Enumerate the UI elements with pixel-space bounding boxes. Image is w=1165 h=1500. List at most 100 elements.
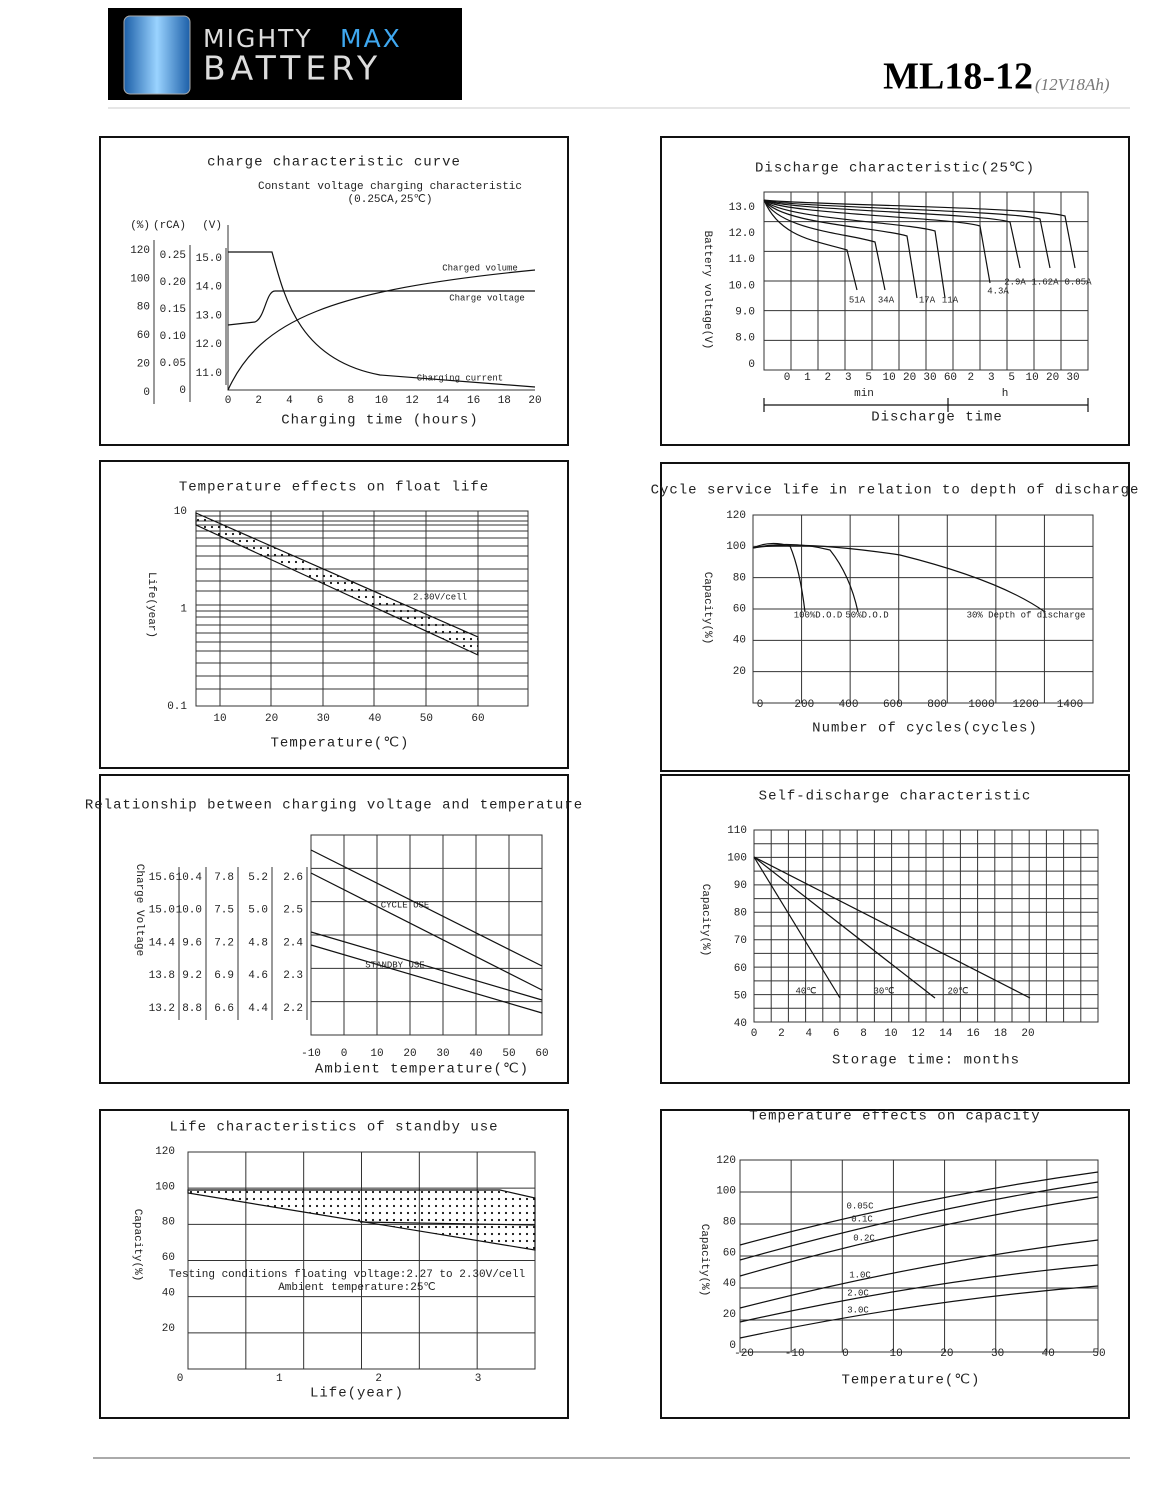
y-tick-label: 9.6 <box>182 937 202 949</box>
y-axis-label: Charge Voltage <box>133 864 145 956</box>
model: ML18-12 <box>883 56 1033 98</box>
x-tick-label: 1000 <box>968 699 994 711</box>
curve-label: 1.0C <box>849 1270 871 1280</box>
x-tick-label: 18 <box>498 395 511 407</box>
curve <box>739 1264 1099 1323</box>
y-tick-label: 20 <box>162 1323 175 1335</box>
note: Ambient temperature:25℃ <box>278 1282 436 1294</box>
x-tick-label: 14 <box>436 395 450 407</box>
curve <box>310 849 543 967</box>
y-tick-label: 13.8 <box>149 970 175 982</box>
band <box>195 512 479 656</box>
x-tick-label: 50 <box>1092 1348 1105 1360</box>
x-tick-label: 60 <box>535 1048 548 1060</box>
curve <box>310 931 543 1001</box>
curve-label: CYCLE USE <box>381 900 430 910</box>
curve-label: 0.85A <box>1064 277 1092 287</box>
curve-label: 2.30V/cell <box>413 592 467 602</box>
y-tick-label: 100 <box>726 541 746 553</box>
y-tick-label: 40 <box>162 1288 175 1300</box>
x-tick-label: 5 <box>1008 372 1015 384</box>
x-tick-label: 50 <box>420 713 433 725</box>
x-tick-label: 3 <box>845 372 852 384</box>
curve <box>739 1239 1099 1309</box>
y-tick-label: 7.2 <box>214 937 234 949</box>
logo-text: MAX <box>340 24 402 53</box>
curve <box>228 251 536 388</box>
curve-label: 1.62A <box>1031 277 1059 287</box>
curve <box>753 856 841 999</box>
y-tick-label: 120 <box>155 1146 175 1158</box>
y-tick-label: 15.0 <box>196 253 222 265</box>
panel-title: Temperature effects on float life <box>179 480 489 496</box>
y-tick-label: 6.9 <box>214 970 234 982</box>
y-axis-label: Battery voltage(V) <box>701 231 713 350</box>
x-tick-label: 1 <box>276 1373 283 1385</box>
x-tick-label: 30 <box>317 713 330 725</box>
curve-label: 51A <box>849 295 866 305</box>
y-tick-label: 10.0 <box>176 905 202 917</box>
y-tick-label: 6.6 <box>214 1003 234 1015</box>
x-tick-label: 800 <box>927 699 947 711</box>
curve-label: 0.05C <box>846 1201 874 1211</box>
y-tick-label: 8.0 <box>735 333 755 345</box>
note: Testing conditions floating voltage:2.27… <box>169 1269 525 1281</box>
y-tick-label: 2.2 <box>283 1003 303 1015</box>
curve-label: 2.9A <box>1004 277 1026 287</box>
curve <box>310 872 543 991</box>
panel <box>99 460 569 769</box>
x-tick-label: 10 <box>890 1348 903 1360</box>
y-tick-label: 9.2 <box>182 970 202 982</box>
curve <box>310 944 543 1014</box>
y-tick-label: 100 <box>727 852 747 864</box>
panel-title: Self-discharge characteristic <box>759 789 1032 805</box>
y-tick-label: 2.6 <box>283 872 303 884</box>
x-tick-label: 20 <box>940 1348 953 1360</box>
curve <box>227 269 536 391</box>
x-tick-label: 10 <box>370 1048 383 1060</box>
y-tick-label: 80 <box>137 302 150 314</box>
x-tick-label: 400 <box>839 699 859 711</box>
x-tick-label: 2 <box>825 372 832 384</box>
x-tick-label: 10 <box>1026 372 1039 384</box>
y-tick-label: 80 <box>162 1217 175 1229</box>
y-tick-label: 60 <box>723 1247 736 1259</box>
curve-label: 0.2C <box>853 1233 875 1243</box>
curve-label: 30℃ <box>874 986 895 996</box>
x-tick-label: 0 <box>341 1048 348 1060</box>
y-tick-label: 20 <box>137 359 150 371</box>
y-tick-label: 15.0 <box>149 905 175 917</box>
x-tick-label: 10 <box>883 372 896 384</box>
curve-label: 34A <box>878 295 895 305</box>
y-axis-unit: (V) <box>202 220 222 232</box>
curve <box>753 856 1031 999</box>
curve-label: 100%D.O.D <box>794 610 843 620</box>
curve-label: 30% Depth of discharge <box>967 610 1086 620</box>
x-tick-label: -20 <box>734 1348 754 1360</box>
y-tick-label: 0.05 <box>160 358 186 370</box>
y-tick-label: 8.8 <box>182 1003 202 1015</box>
x-tick-label: 6 <box>317 395 324 407</box>
curve <box>753 856 936 999</box>
panel <box>660 136 1130 446</box>
y-tick-label: 40 <box>733 635 746 647</box>
x-axis-label: Number of cycles(cycles) <box>812 721 1038 737</box>
curve <box>763 199 918 299</box>
x-tick-label: 8 <box>860 1028 867 1040</box>
curve <box>752 543 859 613</box>
note: h <box>1002 388 1009 400</box>
y-tick-label: 0.15 <box>160 304 186 316</box>
y-tick-label: 100 <box>130 273 150 285</box>
curve-label: 50%D.O.D <box>845 610 888 620</box>
x-tick-label: 2 <box>375 1373 382 1385</box>
curve <box>763 199 946 299</box>
x-tick-label: -10 <box>785 1348 805 1360</box>
y-tick-label: 80 <box>723 1217 736 1229</box>
x-axis-label: Temperature(℃) <box>271 736 410 752</box>
curve <box>739 1171 1099 1246</box>
y-tick-label: 14.0 <box>196 282 222 294</box>
x-tick-label: 10 <box>213 713 226 725</box>
y-tick-label: 90 <box>734 880 747 892</box>
x-tick-label: 2 <box>968 372 975 384</box>
